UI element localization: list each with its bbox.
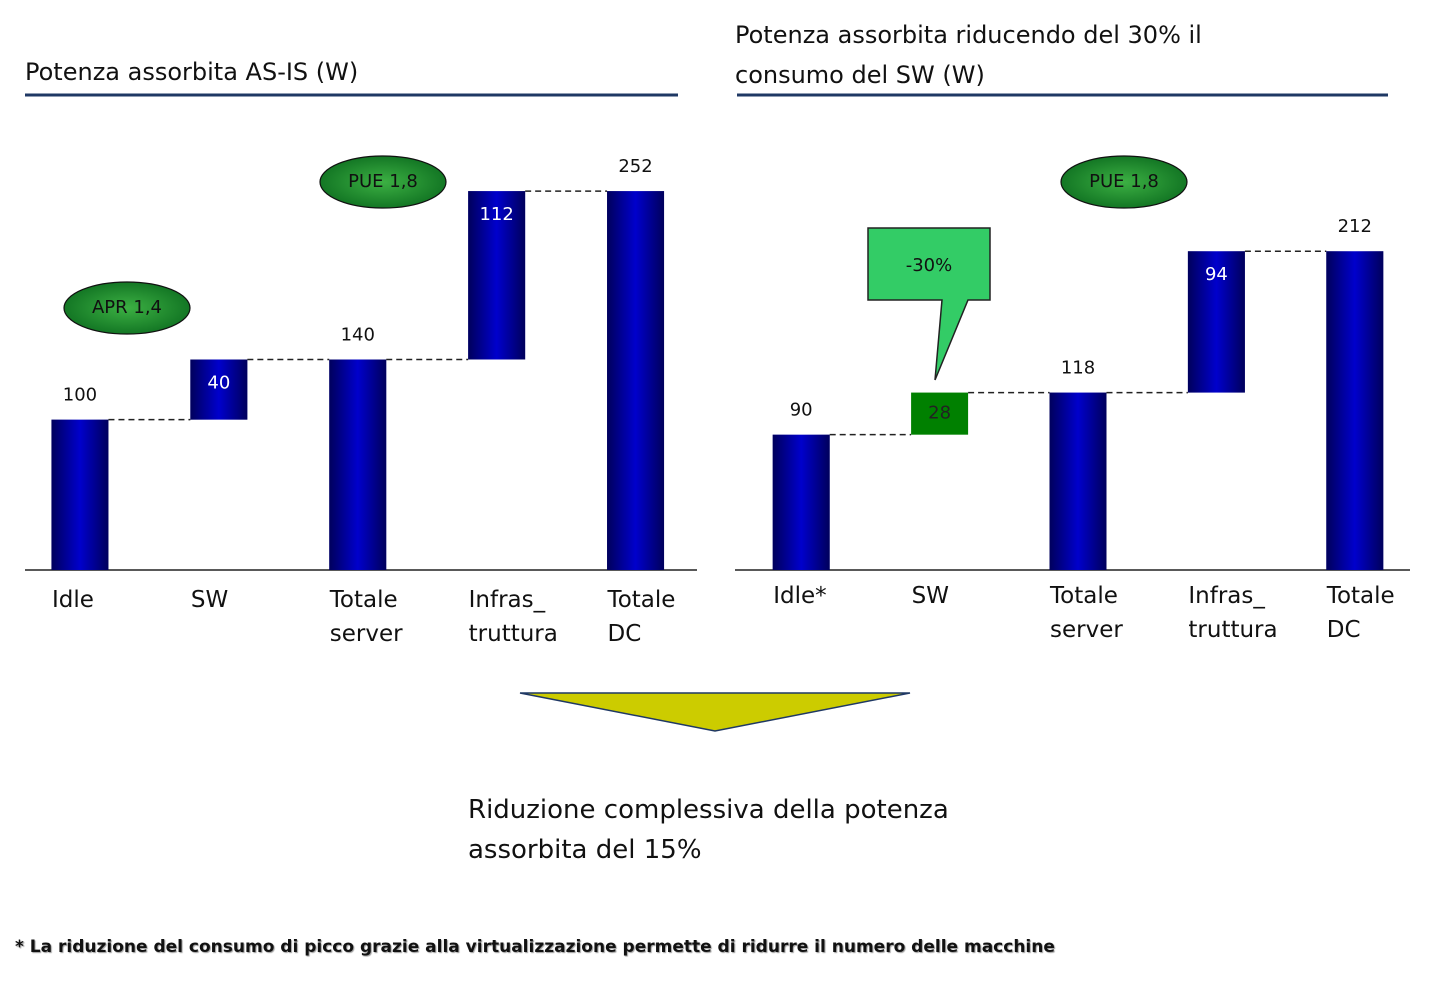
value-label: 90 — [790, 400, 813, 421]
bar-shade — [1187, 251, 1245, 393]
value-label: 94 — [1205, 264, 1228, 285]
value-label: 112 — [479, 204, 513, 225]
badge — [63, 281, 191, 335]
bar-shade — [190, 359, 248, 420]
bar-shade — [51, 419, 109, 570]
x-tick-label: SW — [911, 583, 949, 609]
x-tick-label: Infras_ truttura — [468, 587, 558, 647]
x-tick-label: Idle — [51, 587, 94, 613]
x-tick-label: Idle* — [773, 583, 827, 609]
bar-shade — [772, 434, 830, 570]
bar-shade — [1049, 392, 1107, 570]
bar-shade — [1326, 251, 1384, 570]
value-label: 40 — [207, 373, 230, 394]
x-tick-label: SW — [190, 587, 229, 613]
bar — [911, 392, 969, 435]
value-label: 140 — [341, 325, 375, 346]
down-arrow — [519, 692, 911, 732]
x-tick-label: Infras_ truttura — [1188, 583, 1278, 643]
footnote: * La riduzione del consumo di picco graz… — [15, 937, 1055, 957]
value-label: 252 — [618, 156, 652, 177]
value-label: 118 — [1061, 358, 1095, 379]
value-label: 100 — [63, 385, 97, 406]
badge — [1060, 155, 1188, 209]
chart-title: Potenza assorbita AS-IS (W) — [25, 58, 359, 86]
bar-shade — [468, 191, 526, 360]
annotation: APR 1,4 — [92, 297, 162, 318]
annotation: PUE 1,8 — [1089, 171, 1159, 192]
summary: Riduzione complessiva della potenza asso… — [468, 795, 949, 865]
annotation: -30% — [906, 255, 953, 276]
bar-shade — [329, 359, 387, 570]
chart-title: Potenza assorbita riducendo del 30% il c… — [735, 21, 1202, 89]
annotation: PUE 1,8 — [348, 171, 418, 192]
bar-shade — [607, 191, 665, 570]
badge — [319, 155, 447, 209]
x-tick-label: Totale DC — [607, 587, 676, 647]
x-tick-label: Totale DC — [1326, 583, 1395, 643]
callout — [867, 227, 991, 381]
value-label: 212 — [1338, 216, 1372, 237]
x-tick-label: Totale server — [1050, 583, 1123, 643]
value-label: 28 — [928, 403, 951, 424]
x-tick-label: Totale server — [329, 587, 403, 647]
